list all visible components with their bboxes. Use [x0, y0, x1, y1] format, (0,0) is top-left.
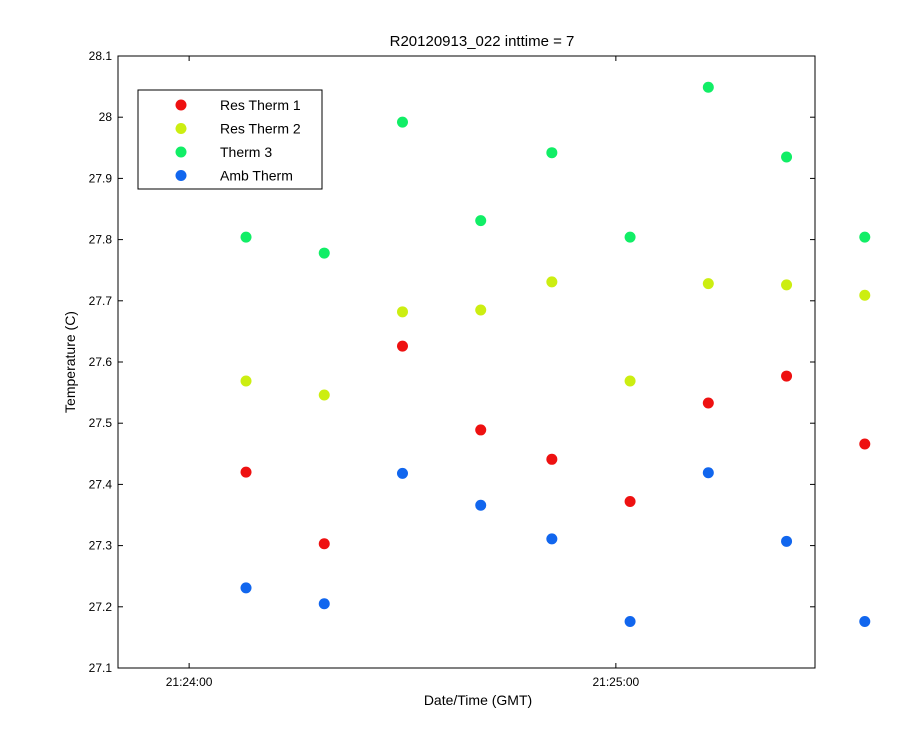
chart-title: R20120913_022 inttime = 7 — [390, 33, 575, 50]
point-amb-therm — [859, 615, 871, 627]
legend-entry: Therm 3 — [220, 144, 272, 160]
point-res-therm-2 — [475, 304, 487, 316]
point-therm-3 — [240, 231, 252, 243]
point-amb-therm — [396, 467, 408, 479]
point-res-therm-2 — [702, 278, 714, 290]
point-amb-therm — [781, 535, 793, 547]
y-tick-label: 27.6 — [89, 355, 113, 369]
x-tick-label: 21:24:00 — [166, 675, 213, 689]
point-res-therm-1 — [396, 340, 408, 352]
legend-entry: Res Therm 2 — [220, 121, 301, 137]
x-tick-label: 21:25:00 — [592, 675, 639, 689]
point-amb-therm — [240, 582, 252, 594]
y-tick-label: 27.4 — [89, 477, 113, 491]
point-amb-therm — [546, 533, 558, 545]
point-res-therm-2 — [240, 375, 252, 387]
data-points — [240, 81, 871, 627]
point-res-therm-2 — [546, 276, 558, 288]
point-res-therm-2 — [859, 289, 871, 301]
legend-entry: Res Therm 1 — [220, 97, 301, 113]
point-res-therm-1 — [475, 424, 487, 436]
point-therm-3 — [859, 231, 871, 243]
y-tick-label: 27.2 — [89, 600, 113, 614]
point-res-therm-1 — [624, 496, 636, 508]
point-therm-3 — [702, 81, 714, 93]
y-tick-label: 27.3 — [89, 539, 113, 553]
y-tick-label: 28 — [99, 110, 113, 124]
x-axis: 21:24:00 21:25:00 — [166, 56, 640, 689]
point-res-therm-2 — [624, 375, 636, 387]
point-therm-3 — [781, 151, 793, 163]
y-axis-label: Temperature (C) — [62, 311, 78, 413]
point-res-therm-2 — [781, 279, 793, 291]
legend-entry: Amb Therm — [220, 168, 293, 184]
point-therm-3 — [396, 116, 408, 128]
point-res-therm-1 — [859, 438, 871, 450]
point-therm-3 — [546, 147, 558, 159]
y-tick-label: 28.1 — [89, 49, 113, 63]
y-tick-label: 27.7 — [89, 294, 113, 308]
point-res-therm-2 — [396, 306, 408, 318]
point-therm-3 — [318, 247, 330, 259]
y-tick-label: 27.1 — [89, 661, 113, 675]
y-axis: 27.1 27.2 27.3 27.4 27.5 27.6 27.7 27.8 27.9 28 28… — [89, 49, 815, 675]
legend-marker — [175, 123, 187, 134]
point-res-therm-1 — [781, 370, 793, 382]
point-res-therm-1 — [318, 538, 330, 550]
point-amb-therm — [702, 467, 714, 479]
legend-marker — [175, 170, 187, 181]
x-axis-label: Date/Time (GMT) — [424, 692, 532, 708]
point-therm-3 — [475, 215, 487, 227]
point-res-therm-1 — [546, 453, 558, 465]
point-amb-therm — [475, 499, 487, 511]
legend-marker — [175, 146, 187, 158]
point-amb-therm — [318, 598, 330, 610]
y-tick-label: 27.8 — [89, 233, 113, 247]
legend-marker — [175, 99, 187, 111]
legend-box — [137, 89, 323, 190]
point-res-therm-2 — [318, 389, 330, 401]
point-therm-3 — [624, 231, 636, 243]
point-amb-therm — [624, 615, 636, 627]
y-tick-label: 27.5 — [89, 416, 113, 430]
point-res-therm-1 — [240, 466, 252, 478]
point-res-therm-1 — [702, 397, 714, 409]
legend: Res Therm 1 Res Therm 2 Therm 3 Amb Therm — [137, 89, 323, 190]
y-tick-label: 27.9 — [89, 171, 113, 185]
